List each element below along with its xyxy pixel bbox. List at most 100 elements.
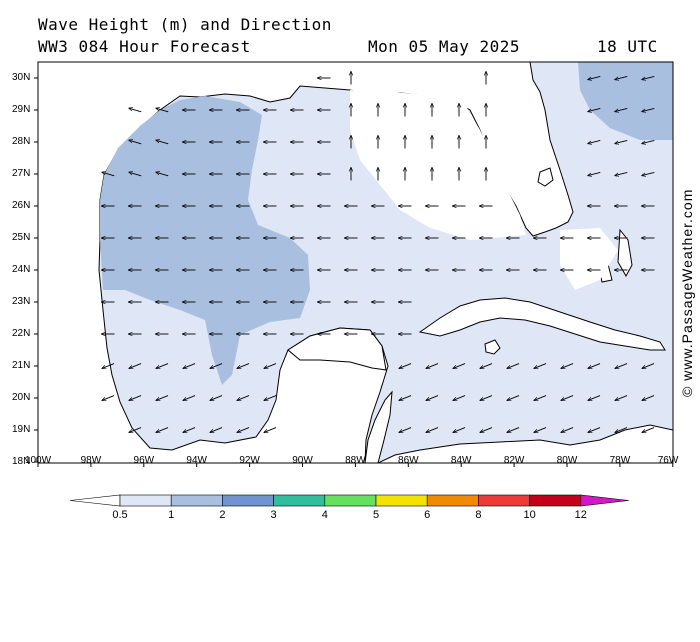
wave-direction-arrow	[534, 427, 547, 433]
wave-direction-arrow	[561, 395, 574, 401]
wave-direction-arrows	[102, 72, 655, 433]
lon-tick-label: 92W	[239, 455, 260, 466]
colorbar-max-extension	[580, 494, 629, 507]
wave-direction-arrow	[426, 427, 439, 433]
colorbar-swatch	[119, 494, 172, 507]
lat-tick-label: 24N	[12, 264, 31, 275]
lat-tick-label: 29N	[12, 104, 31, 115]
wave-direction-arrow	[264, 395, 277, 401]
wave-direction-arrow	[615, 75, 628, 79]
wave-direction-arrow	[507, 363, 520, 369]
wave-map	[34, 61, 674, 507]
wave-direction-arrow	[642, 139, 655, 143]
site-credit: © www.PassageWeather.com	[679, 188, 695, 397]
wave-direction-arrow	[615, 427, 628, 433]
colorbar-label: 8	[475, 509, 482, 521]
wave-direction-arrow	[615, 171, 628, 175]
land-cuba	[418, 297, 666, 351]
wave-direction-arrow	[102, 395, 115, 401]
wave-direction-arrow	[561, 363, 574, 369]
wave-direction-arrow	[588, 75, 601, 79]
lon-tick-label: 98W	[80, 455, 102, 466]
wave-direction-arrow	[615, 139, 628, 143]
wave-direction-arrow	[426, 395, 439, 401]
wave-direction-arrow	[615, 395, 628, 401]
wave-direction-arrow	[561, 427, 574, 433]
colorbar-label: 4	[321, 509, 328, 521]
wave-direction-arrow	[642, 75, 655, 79]
map-title: Wave Height (m) and Direction	[38, 15, 332, 34]
colorbar-label: 5	[372, 509, 380, 521]
wave-direction-arrow	[588, 107, 601, 111]
wave-direction-arrow	[129, 427, 142, 433]
lon-tick-label: 82W	[503, 455, 525, 466]
land-isle-of-youth	[484, 339, 501, 355]
lat-tick-label: 22N	[12, 328, 31, 339]
wave-direction-arrow	[156, 363, 169, 369]
wave-direction-arrow	[129, 172, 142, 177]
colorbar-swatch	[478, 494, 530, 507]
wave-direction-arrow	[534, 395, 547, 401]
wave-height-colorbar	[69, 494, 629, 507]
wave-direction-arrow	[156, 172, 169, 177]
wave-direction-arrow	[129, 395, 142, 401]
wave-direction-arrow	[588, 427, 601, 433]
colorbar-label: 0.5	[112, 509, 128, 521]
lon-tick-label: 100W	[24, 455, 52, 466]
calm-region-straits	[560, 228, 618, 290]
wave-direction-arrow	[480, 427, 493, 433]
wave-direction-arrow	[588, 139, 601, 143]
axis-ticks	[34, 77, 674, 467]
lat-tick-label: 25N	[12, 232, 31, 243]
lake-okeechobee	[537, 167, 554, 187]
wave-band-1-2m-atlantic	[578, 62, 673, 140]
wave-direction-arrow	[183, 363, 196, 369]
wave-direction-arrow	[156, 140, 169, 145]
colorbar-label: 3	[270, 509, 277, 521]
colorbar-swatch	[375, 494, 428, 507]
credit-container: © www.PassageWeather.com	[679, 189, 697, 642]
wave-direction-arrow	[642, 107, 655, 111]
lon-tick-label: 90W	[292, 455, 313, 466]
lon-tick-label: 78W	[609, 455, 631, 466]
lon-tick-label: 88W	[345, 455, 366, 466]
wave-direction-arrow	[588, 363, 601, 369]
wave-band-1-2m-west	[100, 96, 310, 385]
wave-direction-arrow	[642, 363, 655, 369]
wave-direction-arrow	[453, 363, 466, 369]
wave-direction-arrow	[480, 395, 493, 401]
colorbar-swatch	[426, 494, 479, 507]
lat-tick-label: 20N	[12, 392, 31, 403]
wave-direction-arrow	[507, 427, 520, 433]
lat-tick-label: 26N	[12, 200, 31, 211]
wave-direction-arrow	[399, 395, 412, 401]
lon-tick-label: 80W	[556, 455, 578, 466]
lat-tick-label: 28N	[12, 136, 31, 147]
colorbar-swatch	[324, 494, 377, 507]
land-yucatan	[364, 390, 393, 463]
wave-direction-arrow	[588, 171, 601, 175]
wave-direction-arrow	[237, 427, 250, 433]
colorbar-swatch	[170, 494, 223, 507]
wave-direction-arrow	[642, 171, 655, 175]
lat-tick-label: 23N	[12, 296, 31, 307]
wave-direction-arrow	[399, 363, 412, 369]
wave-direction-arrow	[264, 427, 277, 433]
wave-direction-arrow	[480, 363, 493, 369]
lon-tick-label: 76W	[657, 455, 679, 466]
lat-tick-label: 18N	[12, 456, 31, 467]
forecast-date: Mon 05 May 2025	[368, 37, 520, 56]
wave-direction-arrow	[129, 363, 142, 369]
wave-direction-arrow	[507, 395, 520, 401]
land-central-america	[377, 424, 673, 463]
lon-tick-label: 96W	[133, 455, 155, 466]
colorbar-label: 6	[424, 509, 431, 521]
wave-direction-arrow	[210, 363, 223, 369]
colorbar-label: 2	[219, 509, 226, 521]
wave-direction-arrow	[102, 172, 115, 177]
colorbar-label: 10	[523, 509, 536, 521]
colorbar-swatch	[273, 494, 326, 507]
lon-tick-label: 84W	[450, 455, 472, 466]
wave-direction-arrow	[156, 108, 169, 113]
colorbar-label: 12	[574, 509, 587, 521]
